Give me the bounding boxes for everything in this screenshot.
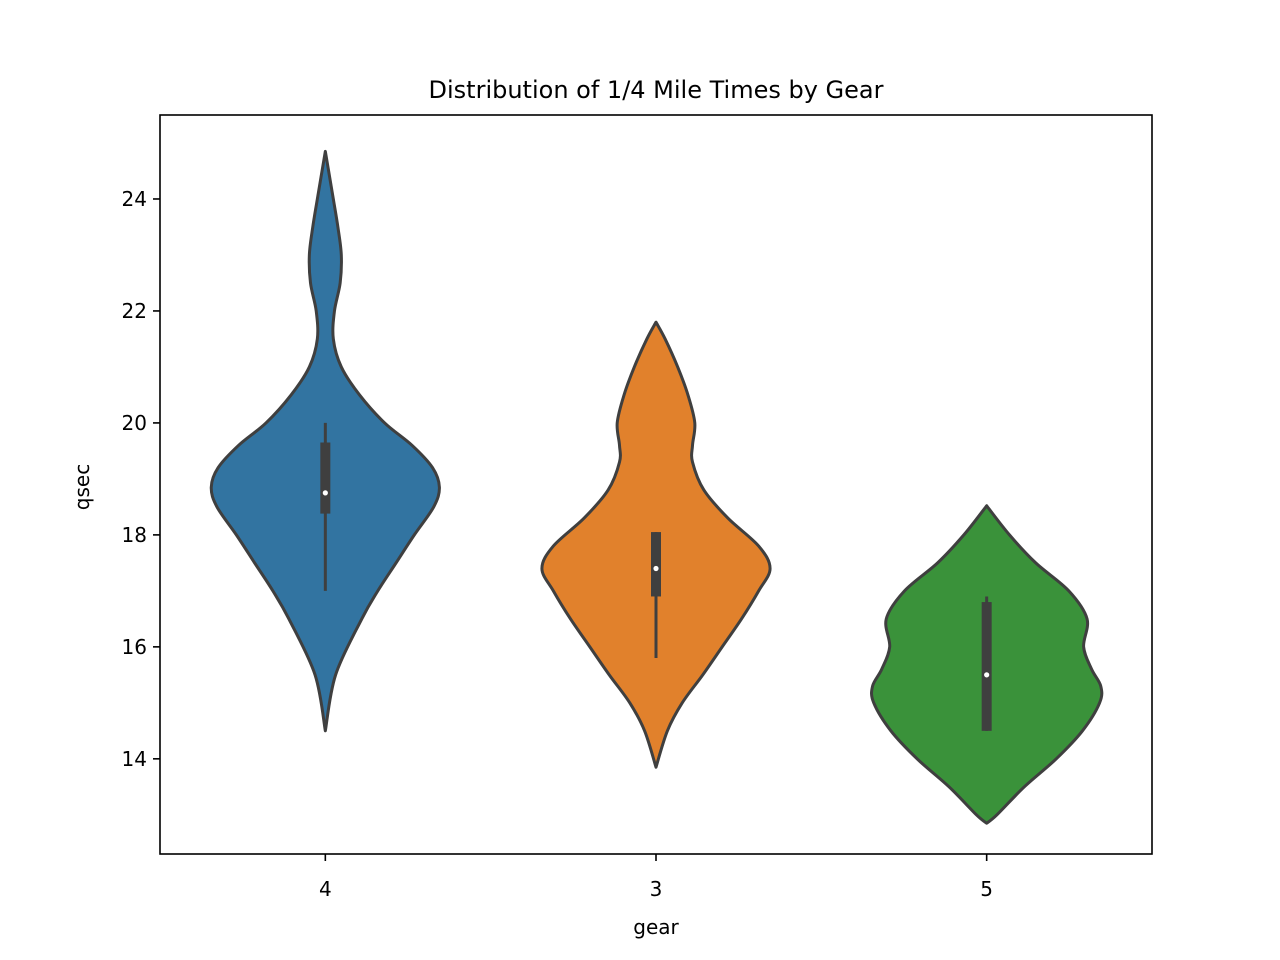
x-axis: 4 3 5: [319, 854, 993, 901]
y-tick-label: 22: [122, 299, 147, 323]
violin-iqr-5: [981, 602, 992, 731]
violin-iqr-3: [651, 532, 661, 597]
violin-iqr-4: [320, 442, 331, 514]
violin-group: [209, 149, 1104, 825]
y-tick-label: 16: [122, 635, 147, 659]
y-axis-label: qsec: [70, 464, 94, 510]
y-tick-label: 14: [122, 747, 147, 771]
x-tick-label: 5: [980, 877, 993, 901]
x-tick-label: 4: [319, 877, 332, 901]
chart-title: Distribution of 1/4 Mile Times by Gear: [429, 76, 884, 104]
x-axis-label: gear: [633, 915, 679, 939]
y-axis: 14 16 18 20 22 24: [122, 187, 160, 771]
y-tick-label: 20: [122, 411, 147, 435]
violin-median-3: [653, 565, 659, 572]
violin-median-4: [322, 490, 328, 496]
y-tick-label: 18: [122, 523, 147, 547]
violin-median-5: [984, 672, 990, 678]
y-tick-label: 24: [122, 187, 147, 211]
x-tick-label: 3: [650, 877, 663, 901]
